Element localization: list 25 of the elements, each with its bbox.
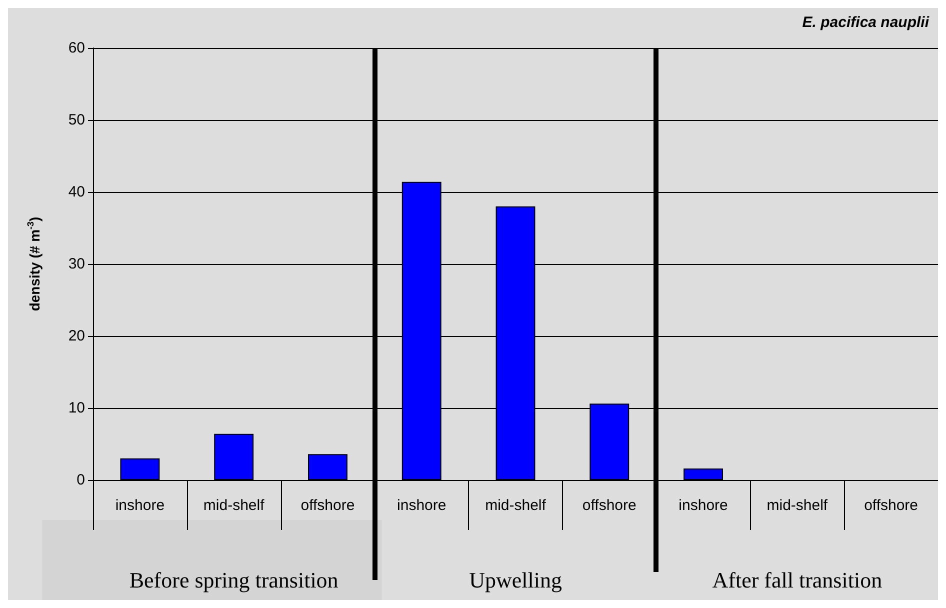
x-tick-label: mid-shelf	[485, 497, 547, 514]
x-tick-label: inshore	[397, 497, 446, 514]
bar	[308, 454, 348, 480]
bar	[214, 434, 254, 480]
text: Upwelling	[469, 568, 562, 592]
y-tick-label: 20	[68, 328, 85, 344]
x-tick-label: mid-shelf	[203, 497, 266, 514]
bar	[684, 468, 723, 480]
x-tick-label: inshore	[115, 497, 165, 514]
y-tick-label: 30	[68, 256, 85, 272]
y-tick-label: 0	[76, 472, 85, 488]
x-tick-label: offshore	[582, 497, 636, 514]
x-tick-label: offshore	[864, 497, 918, 514]
text: Before spring transition	[129, 568, 338, 592]
text: After fall transition	[712, 568, 882, 592]
y-tick-label: 50	[68, 112, 85, 128]
bar	[120, 458, 160, 480]
chart-title: E. pacifica nauplii	[802, 14, 930, 31]
x-tick-label: mid-shelf	[766, 497, 828, 514]
x-tick-label: offshore	[300, 497, 355, 514]
y-tick-label: 40	[68, 184, 85, 200]
x-tick-label: inshore	[678, 497, 728, 514]
y-tick-label: 10	[68, 400, 85, 416]
y-tick-label: 60	[68, 40, 85, 56]
y-axis-title: density (# m-3)	[26, 216, 42, 312]
